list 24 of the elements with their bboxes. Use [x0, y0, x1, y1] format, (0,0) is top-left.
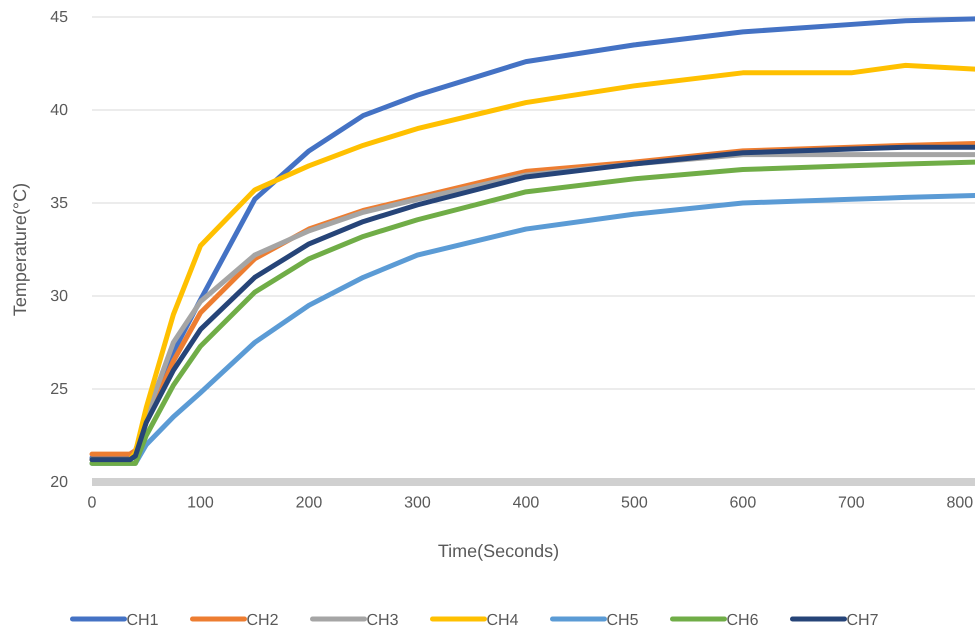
x-tick-label: 800	[946, 494, 974, 512]
legend-label: CH1	[126, 612, 159, 629]
y-tick-label: 45	[50, 9, 68, 26]
legend-label: CH7	[846, 612, 879, 629]
legend-label: CH4	[486, 612, 519, 629]
x-tick-label: 700	[838, 494, 865, 512]
x-tick-label: 400	[512, 494, 540, 512]
legend-label: CH5	[606, 612, 639, 629]
legend-label: CH2	[246, 612, 279, 629]
y-tick-label: 40	[50, 102, 68, 120]
y-tick-label: 30	[50, 288, 68, 306]
x-tick-label: 500	[621, 494, 648, 512]
x-tick-label: 0	[88, 494, 97, 512]
x-tick-label: 200	[296, 494, 322, 512]
x-tick-label: 300	[404, 494, 431, 512]
x-axis-title: Time(Seconds)	[438, 541, 560, 561]
legend-label: CH6	[726, 612, 759, 629]
y-tick-label: 20	[50, 474, 68, 492]
x-tick-label: 600	[730, 494, 756, 512]
x-tick-label: 100	[187, 494, 214, 512]
y-tick-label: 25	[50, 381, 68, 398]
legend-label: CH3	[366, 612, 399, 629]
y-tick-label: 35	[50, 195, 68, 212]
y-axis-title: Temperature(°C)	[10, 182, 30, 316]
